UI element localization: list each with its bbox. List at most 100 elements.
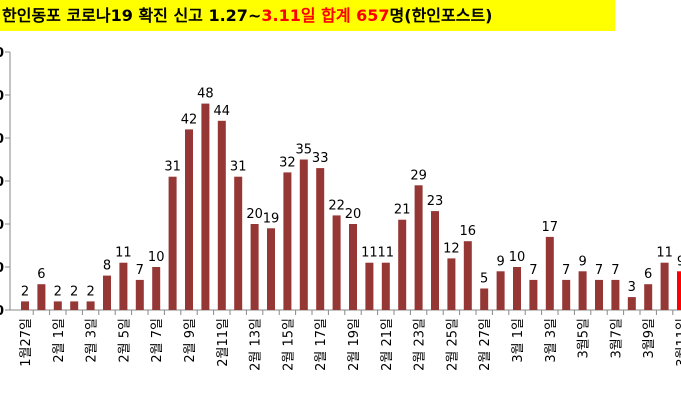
data-label: 11 xyxy=(115,246,132,261)
data-label: 10 xyxy=(148,250,165,265)
data-label: 20 xyxy=(246,207,263,222)
bar xyxy=(37,284,46,310)
bar xyxy=(496,271,505,310)
data-label: 7 xyxy=(136,263,144,278)
bar xyxy=(595,279,603,310)
x-tick-label: 2월 21일 xyxy=(380,318,395,371)
data-label: 17 xyxy=(542,220,559,235)
bar xyxy=(201,103,210,310)
y-tick-label: 40 xyxy=(0,132,4,147)
bar xyxy=(299,159,308,310)
bar xyxy=(414,185,423,310)
bar xyxy=(578,271,587,310)
data-label: 3 xyxy=(628,280,636,295)
x-tick-label: 2월 1일 xyxy=(52,318,67,363)
data-label: 22 xyxy=(328,198,345,213)
data-label: 19 xyxy=(263,211,280,226)
y-tick-label: 10 xyxy=(0,261,4,276)
data-label: 10 xyxy=(509,250,526,265)
y-tick-label: 60 xyxy=(0,46,4,61)
data-label: 42 xyxy=(181,112,198,127)
title-part: 3.11일 합계 657 xyxy=(261,6,389,25)
x-tick-label: 2월 25일 xyxy=(445,318,460,371)
data-label: 20 xyxy=(345,207,362,222)
data-label: 7 xyxy=(595,263,603,278)
x-tick-label: 2월 13일 xyxy=(249,318,264,371)
x-tick-label: 2월 23일 xyxy=(413,318,428,371)
x-tick-label: 2월 7일 xyxy=(150,318,165,363)
data-label: 2 xyxy=(54,284,62,299)
data-label: 23 xyxy=(427,194,444,209)
data-label: 11 xyxy=(378,246,395,261)
bar xyxy=(70,301,79,310)
bar xyxy=(365,262,374,310)
title-part: 한인동포 코로나19 확진 신고 1.27~ xyxy=(2,6,261,25)
bar xyxy=(480,288,489,310)
data-label: 9 xyxy=(677,254,681,269)
x-tick-label: 1월27일 xyxy=(19,318,34,367)
data-label: 5 xyxy=(480,272,488,287)
data-label: 9 xyxy=(578,254,586,269)
bar xyxy=(611,279,620,310)
bar xyxy=(545,236,554,310)
bar xyxy=(316,168,325,310)
x-tick-label: 3월 1일 xyxy=(511,318,526,363)
y-tick-label: 30 xyxy=(0,175,4,190)
title-banner xyxy=(0,0,615,31)
x-tick-label: 3월7일 xyxy=(609,318,624,358)
data-label: 32 xyxy=(279,155,296,170)
data-label: 12 xyxy=(443,241,460,256)
bar xyxy=(135,279,144,310)
data-label: 6 xyxy=(644,267,652,282)
x-tick-label: 3월 3일 xyxy=(544,318,559,363)
bar xyxy=(562,279,571,310)
data-label: 6 xyxy=(37,267,45,282)
bar xyxy=(398,219,407,310)
title-part: 명(한인포스트) xyxy=(390,6,493,25)
y-tick-label: 0 xyxy=(0,304,4,319)
y-tick-label: 50 xyxy=(0,89,4,104)
data-label: 2 xyxy=(86,284,94,299)
x-tick-label: 2월11일 xyxy=(216,318,231,367)
bar xyxy=(677,271,681,310)
bar xyxy=(513,267,521,310)
bar xyxy=(431,211,439,310)
bar xyxy=(660,262,669,310)
x-tick-label: 2월 19일 xyxy=(347,318,362,371)
bar xyxy=(53,301,62,310)
data-label: 44 xyxy=(214,104,231,119)
bar xyxy=(644,284,653,310)
bar xyxy=(217,120,226,310)
data-label: 29 xyxy=(410,168,427,183)
bar xyxy=(86,301,95,310)
x-tick-label: 2월 3일 xyxy=(85,318,100,363)
data-label: 11 xyxy=(361,246,378,261)
chart-title: 한인동포 코로나19 확진 신고 1.27~3.11일 합계 657명(한인포스… xyxy=(2,6,493,25)
data-label: 33 xyxy=(312,151,329,166)
data-label: 7 xyxy=(611,263,619,278)
bar xyxy=(152,267,161,310)
bar xyxy=(332,215,341,310)
data-label: 21 xyxy=(394,203,411,218)
bar xyxy=(250,224,259,310)
x-tick-label: 2월 27일 xyxy=(478,318,493,371)
x-tick-label: 2월 5일 xyxy=(117,318,132,363)
data-label: 8 xyxy=(103,259,111,274)
data-label: 2 xyxy=(70,284,78,299)
x-tick-label: 2월 9일 xyxy=(183,318,198,363)
bar xyxy=(267,228,275,310)
bar xyxy=(627,297,636,310)
x-tick-label: 2월 15일 xyxy=(281,318,296,371)
x-tick-label: 2월 17일 xyxy=(314,318,329,371)
y-tick-label: 20 xyxy=(0,218,4,233)
bar xyxy=(349,224,357,310)
bar xyxy=(381,262,390,310)
bar xyxy=(463,241,472,310)
data-label: 2 xyxy=(21,284,29,299)
bar xyxy=(185,129,193,310)
bar xyxy=(283,172,292,310)
bar xyxy=(21,301,29,310)
bar xyxy=(447,258,456,310)
data-label: 35 xyxy=(296,143,313,158)
